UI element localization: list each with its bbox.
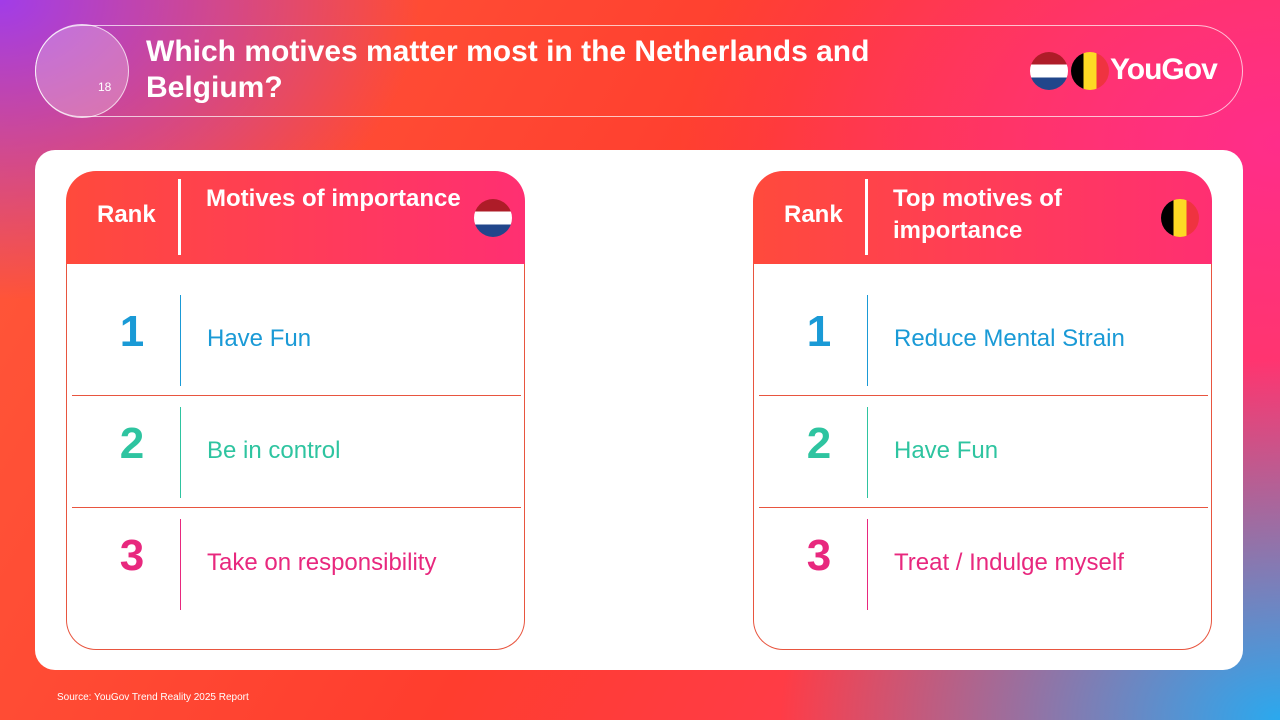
row-divider: [180, 519, 181, 610]
motive-header: Motives of importance: [206, 185, 461, 212]
rank: 2: [806, 419, 832, 468]
motive: Treat / Indulge myself: [894, 549, 1124, 576]
motive: Be in control: [207, 437, 341, 464]
row-separator: [759, 395, 1208, 396]
motive: Reduce Mental Strain: [894, 325, 1125, 352]
table-header: Rank Top motives of importance: [753, 171, 1212, 264]
header-divider: [178, 179, 181, 255]
rank: 3: [806, 531, 832, 580]
motive: Take on responsibility: [207, 549, 437, 576]
title: Which motives matter most in the Netherl…: [146, 35, 870, 104]
table-header: Rank Motives of importance: [66, 171, 525, 264]
header-divider: [865, 179, 868, 255]
rank-header: Rank: [784, 201, 843, 228]
rank-header: Rank: [97, 201, 156, 228]
motive-table: Rank Motives of importance 1 Have Fun 2 Be in…: [66, 171, 525, 650]
row-divider: [867, 407, 868, 498]
motive-table: Rank Top motives of importance 1 Reduce Men…: [753, 171, 1212, 650]
source: Source: YouGov Trend Reality 2025 Report: [57, 692, 249, 703]
table-body: 1 Reduce Mental Strain 2 Have Fun 3 Treat / I…: [753, 264, 1212, 650]
badge-icon: [35, 24, 129, 118]
row-divider: [867, 519, 868, 610]
row-divider: [867, 295, 868, 386]
rank: 1: [806, 307, 832, 356]
rank: 1: [119, 307, 145, 356]
flag: [1161, 199, 1199, 237]
motive: Have Fun: [894, 437, 999, 464]
logo: YouGov: [1110, 53, 1218, 86]
flag-be: [1071, 52, 1109, 90]
row-separator: [759, 507, 1208, 508]
row-divider: [180, 407, 181, 498]
table-body: 1 Have Fun 2 Be in control 3 Take on responsi…: [66, 264, 525, 650]
row-divider: [180, 295, 181, 386]
flag: [474, 199, 512, 237]
row-separator: [72, 395, 521, 396]
badge-number: 18: [98, 80, 112, 94]
motive-header: Top motives of importance: [893, 185, 1062, 244]
motive: Have Fun: [207, 325, 312, 352]
row-separator: [72, 507, 521, 508]
rank: 2: [119, 419, 145, 468]
flag-nl: [1030, 52, 1068, 90]
rank: 3: [119, 531, 145, 580]
